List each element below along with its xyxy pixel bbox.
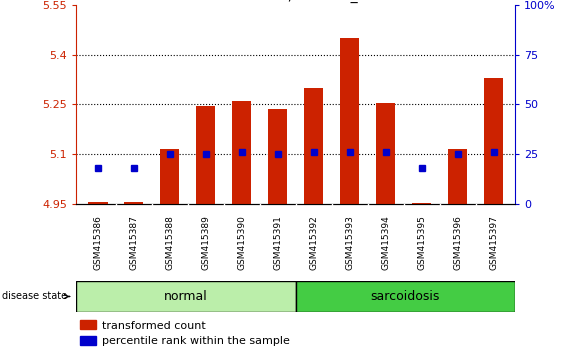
- Text: transformed count: transformed count: [102, 321, 206, 331]
- Text: GSM415388: GSM415388: [165, 215, 174, 270]
- Bar: [81, 320, 96, 329]
- Bar: [81, 336, 96, 345]
- Title: GDS3580 / 219945_at: GDS3580 / 219945_at: [219, 0, 372, 3]
- Text: GSM415389: GSM415389: [201, 215, 210, 270]
- Text: GSM415395: GSM415395: [417, 215, 426, 270]
- Text: GSM415397: GSM415397: [489, 215, 498, 270]
- Bar: [376, 103, 395, 204]
- Bar: [124, 202, 144, 204]
- Text: percentile rank within the sample: percentile rank within the sample: [102, 336, 291, 346]
- Text: normal: normal: [164, 290, 208, 303]
- Text: GSM415390: GSM415390: [237, 215, 246, 270]
- Text: GSM415391: GSM415391: [273, 215, 282, 270]
- Bar: [88, 202, 108, 204]
- Text: disease state: disease state: [2, 291, 69, 302]
- Bar: [412, 203, 431, 204]
- Bar: [160, 149, 180, 204]
- Bar: [296, 281, 515, 312]
- Text: GSM415386: GSM415386: [93, 215, 102, 270]
- Bar: [448, 149, 467, 204]
- Text: GSM415396: GSM415396: [453, 215, 462, 270]
- Bar: [196, 106, 216, 204]
- Bar: [484, 78, 503, 204]
- Bar: [303, 88, 324, 204]
- Bar: [232, 101, 252, 204]
- Text: GSM415393: GSM415393: [345, 215, 354, 270]
- Bar: [76, 281, 296, 312]
- Text: sarcoidosis: sarcoidosis: [370, 290, 440, 303]
- Text: GSM415387: GSM415387: [129, 215, 138, 270]
- Bar: [267, 109, 288, 204]
- Bar: [339, 38, 359, 204]
- Text: GSM415392: GSM415392: [309, 215, 318, 270]
- Text: GSM415394: GSM415394: [381, 215, 390, 270]
